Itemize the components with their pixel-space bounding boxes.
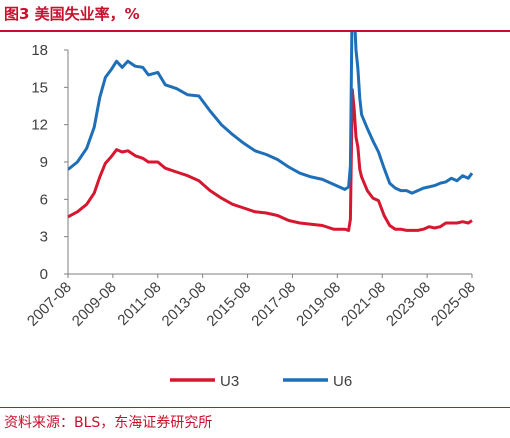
y-tick-label: 12 [31, 117, 48, 134]
y-tick-label: 6 [40, 191, 48, 208]
x-tick-label: 2009-08 [69, 279, 120, 330]
x-tick-label: 2011-08 [114, 279, 164, 329]
y-tick-label: 3 [40, 229, 48, 246]
chart-axes [67, 50, 472, 275]
x-tick-label: 2015-08 [203, 279, 254, 330]
y-tick-label: 15 [31, 79, 48, 96]
legend-label-u6: U6 [333, 373, 352, 390]
chart-legend: U3 U6 [170, 373, 352, 390]
x-tick-label: 2025-08 [428, 279, 479, 330]
title-divider [0, 30, 510, 32]
x-tick-label: 2013-08 [159, 279, 210, 330]
chart-title: 图3 美国失业率，% [4, 5, 140, 23]
y-tick-label: 18 [31, 42, 48, 59]
series-lines [68, 32, 474, 232]
x-tick-label: 2021-08 [338, 279, 389, 330]
x-tick-label: 2017-08 [248, 279, 299, 330]
series-line-u3 [68, 88, 473, 232]
x-tick-label: 2019-08 [293, 279, 344, 330]
y-tick-label: 0 [40, 266, 48, 283]
series-line-u6 [68, 32, 474, 195]
source-note: 资料来源：BLS，东海证券研究所 [4, 415, 213, 431]
y-axis-ticks: 0 3 6 9 12 15 18 [31, 42, 68, 283]
x-axis-ticks: 2007-082009-082011-082013-082015-082017-… [24, 274, 479, 330]
x-tick-label: 2023-08 [383, 279, 434, 330]
footer-divider [0, 407, 510, 408]
y-tick-label: 9 [40, 154, 48, 171]
x-tick-label: 2007-08 [24, 279, 75, 330]
legend-label-u3: U3 [220, 373, 239, 390]
